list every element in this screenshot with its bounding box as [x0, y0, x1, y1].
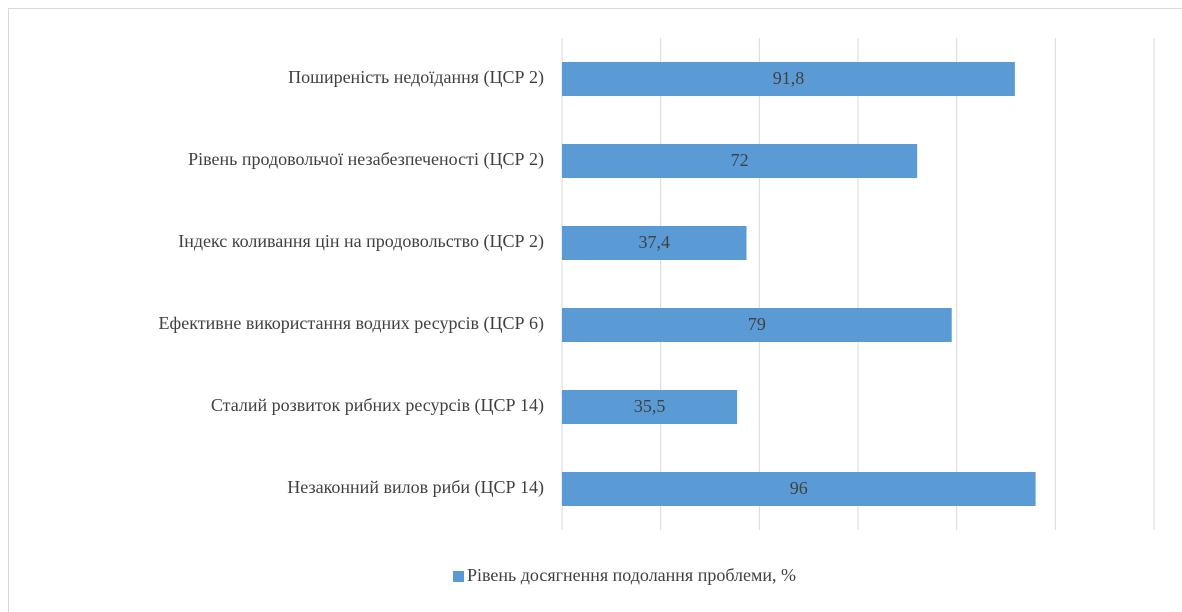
legend-label: Рівень досягнення подолання проблеми, %: [467, 565, 796, 585]
chart-border: [8, 8, 1182, 612]
y-tick-label: Поширеність недоїдання (ЦСР 2): [288, 67, 544, 88]
y-tick-label: Рівень продовольчої незабезпеченості (ЦС…: [188, 149, 544, 170]
data-label: 37,4: [639, 232, 671, 252]
y-tick-label: Ефективне використання водних ресурсів (…: [159, 313, 544, 334]
y-tick-label: Незаконний вилов риби (ЦСР 14): [287, 477, 544, 498]
legend-swatch: [453, 571, 464, 582]
bar: [562, 472, 1036, 506]
y-tick-label: Індекс коливання цін на продовольство (Ц…: [178, 231, 544, 252]
bar: [562, 226, 747, 260]
data-label: 35,5: [634, 396, 666, 416]
data-label: 96: [790, 478, 808, 498]
data-label: 72: [731, 150, 749, 170]
bar: [562, 308, 952, 342]
bar: [562, 144, 918, 178]
bar: [562, 62, 1015, 96]
y-tick-label: Сталий розвиток рибних ресурсів (ЦСР 14): [211, 395, 544, 416]
bar: [562, 390, 738, 424]
data-label: 91,8: [773, 68, 805, 88]
data-label: 79: [748, 314, 766, 334]
